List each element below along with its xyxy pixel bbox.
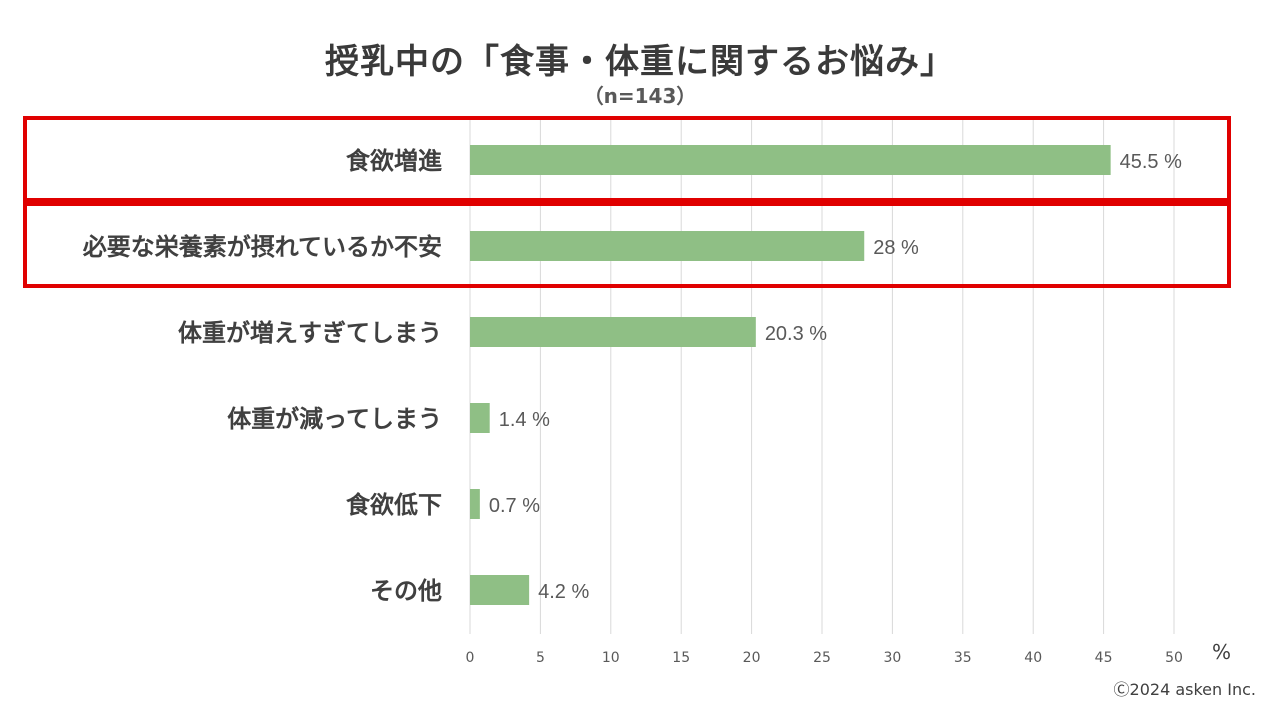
highlight-boxes — [23, 116, 1231, 288]
x-tick-label: 30 — [883, 650, 901, 666]
value-label: 28 % — [873, 237, 919, 259]
value-label: 0.7 % — [489, 495, 540, 517]
category-label: 食欲増進 — [346, 147, 442, 175]
bar — [470, 489, 480, 519]
x-axis-unit-label: % — [1212, 640, 1232, 664]
category-label: 必要な栄養素が摂れているか不安 — [83, 233, 442, 261]
bar — [470, 317, 756, 347]
bar — [470, 231, 865, 261]
x-tick-label: 10 — [602, 650, 620, 666]
x-tick-label: 20 — [743, 650, 761, 666]
chart-title: 授乳中の「食事・体重に関するお悩み」 — [325, 42, 955, 82]
x-tick-label: 45 — [1095, 650, 1113, 666]
highlight-box — [23, 116, 1231, 202]
gridlines — [469, 118, 1175, 634]
value-label: 1.4 % — [499, 409, 550, 431]
copyright-notice: Ⓒ2024 asken Inc. — [1113, 680, 1256, 699]
category-label: 食欲低下 — [346, 491, 442, 519]
x-tick-label: 0 — [466, 650, 475, 666]
x-tick-label: 40 — [1024, 650, 1042, 666]
value-label: 4.2 % — [538, 581, 589, 603]
bars — [470, 145, 1111, 605]
bar — [470, 403, 490, 433]
x-tick-label: 35 — [954, 650, 972, 666]
category-label: 体重が減ってしまう — [227, 405, 442, 433]
sample-size-subtitle: （n=143） — [583, 84, 697, 108]
x-axis-ticks: 0 5 10 15 20 25 30 35 40 45 50 — [466, 650, 1183, 666]
x-tick-label: 15 — [672, 650, 690, 666]
labels: 食欲増進 45.5 % 必要な栄養素が摂れているか不安 28 % 体重が増えすぎてしまう… — [83, 147, 1182, 605]
value-label: 20.3 % — [765, 323, 827, 345]
bar — [470, 145, 1111, 175]
x-tick-label: 5 — [536, 650, 545, 666]
bar — [470, 575, 530, 605]
value-label: 45.5 % — [1120, 151, 1182, 173]
category-label: 体重が増えすぎてしまう — [178, 319, 442, 347]
category-label: その他 — [370, 577, 442, 605]
x-tick-label: 25 — [813, 650, 831, 666]
x-tick-label: 50 — [1165, 650, 1183, 666]
highlight-box — [23, 202, 1231, 288]
